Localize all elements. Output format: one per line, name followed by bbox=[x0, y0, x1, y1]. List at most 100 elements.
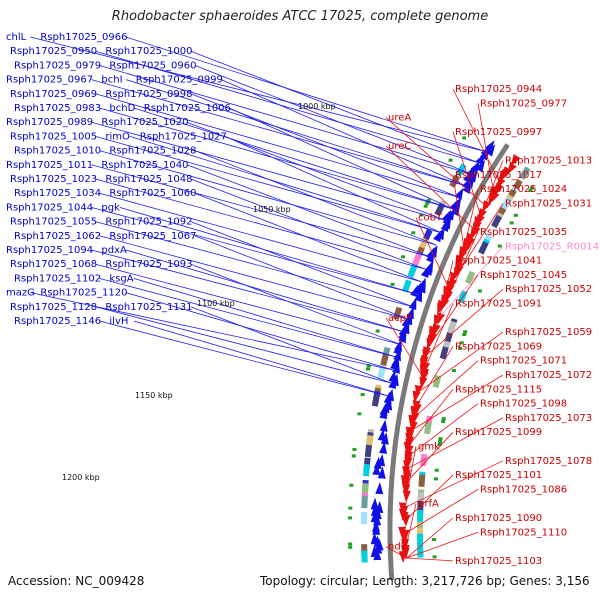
gc-marker bbox=[390, 282, 395, 286]
minus-strand-gene bbox=[437, 302, 445, 316]
leader-line bbox=[452, 174, 466, 255]
gc-marker bbox=[425, 201, 430, 205]
minus-strand-gene bbox=[402, 514, 411, 527]
gene-label-ilvh: ilvH bbox=[109, 316, 128, 327]
plus-strand-gene bbox=[388, 376, 397, 389]
gene-label-pgk: pgk bbox=[101, 202, 120, 213]
gc-marker bbox=[437, 442, 442, 446]
gene-label-rsph17025-1101: Rsph17025_1101 bbox=[455, 470, 542, 481]
leader-line bbox=[405, 489, 479, 534]
gene-label-rsph17025-1011: Rsph17025_1011 bbox=[6, 160, 93, 171]
leader-line bbox=[194, 65, 473, 175]
gene-label-rsph17025-1052: Rsph17025_1052 bbox=[505, 284, 592, 295]
leader-line bbox=[95, 50, 480, 164]
leader-line bbox=[190, 263, 401, 345]
gene-label-rsph17025-1034: Rsph17025_1034 bbox=[14, 188, 101, 199]
minus-strand-gene bbox=[398, 526, 407, 539]
feature-block bbox=[447, 320, 457, 335]
gene-label-ndk: ndk bbox=[388, 542, 407, 553]
leader-line bbox=[415, 360, 479, 417]
leader-line bbox=[119, 207, 417, 295]
accession-text: Accession: NC_009428 bbox=[8, 574, 145, 588]
feature-block bbox=[491, 214, 503, 229]
leader-line bbox=[125, 292, 395, 371]
gene-label-rsph17025-1092: Rsph17025_1092 bbox=[105, 217, 192, 228]
gc-marker bbox=[463, 330, 468, 334]
leader-line bbox=[385, 145, 477, 232]
plus-strand-gene bbox=[373, 547, 382, 561]
gene-label-rsph17025-1010: Rsph17025_1010 bbox=[14, 146, 101, 157]
feature-block bbox=[361, 496, 368, 509]
gene-label-rsph17025-1041: Rsph17025_1041 bbox=[455, 256, 542, 267]
gene-label-rsph17025-0950: Rsph17025_0950 bbox=[10, 46, 97, 57]
gene-label-bchd: bchD bbox=[109, 103, 135, 114]
gene-label-rsph17025-1017: Rsph17025_1017 bbox=[455, 170, 542, 181]
leader-line bbox=[405, 503, 417, 547]
minus-strand-gene bbox=[402, 490, 411, 503]
leader-line bbox=[129, 136, 442, 234]
gene-label-urec: ureC bbox=[388, 141, 411, 152]
gc-marker bbox=[477, 289, 482, 293]
feature-block bbox=[364, 444, 373, 458]
feature-block bbox=[417, 545, 424, 558]
leader-line bbox=[426, 303, 454, 366]
leader-line bbox=[225, 136, 442, 234]
gene-label-rsph17025-1013: Rsph17025_1013 bbox=[505, 156, 592, 167]
leader-line bbox=[194, 150, 437, 246]
gene-label-rsph17025-1094: Rsph17025_1094 bbox=[6, 245, 93, 256]
feature-block bbox=[401, 279, 412, 293]
gene-label-rsph17025-0979: Rsph17025_0979 bbox=[14, 60, 101, 71]
gene-label-rimo: rimO bbox=[105, 131, 130, 142]
leader-line bbox=[95, 93, 460, 198]
minus-strand-gene bbox=[398, 551, 407, 564]
gene-label-rsph17025-1020: Rsph17025_1020 bbox=[101, 117, 188, 128]
feature-block bbox=[407, 264, 418, 278]
gene-label-rsph17025-1067: Rsph17025_1067 bbox=[109, 231, 196, 242]
scale-label: 1100 kbp bbox=[197, 299, 235, 308]
gene-label-bchi: bchI bbox=[101, 75, 122, 86]
gene-label-rsph17025-1073: Rsph17025_1073 bbox=[505, 413, 592, 424]
gc-marker bbox=[401, 255, 406, 259]
gene-label-rsph17025-0967: Rsph17025_0967 bbox=[6, 75, 93, 86]
leader-line bbox=[91, 207, 417, 295]
leader-line bbox=[477, 103, 495, 197]
minus-strand-gene bbox=[403, 460, 412, 473]
plus-strand-gene bbox=[373, 513, 382, 526]
gene-label-rsph17025-1103: Rsph17025_1103 bbox=[455, 556, 542, 567]
feature-block bbox=[439, 346, 449, 360]
feature-block bbox=[417, 510, 424, 523]
gene-label-rsph17025-1131: Rsph17025_1131 bbox=[105, 302, 192, 313]
gc-marker bbox=[441, 420, 446, 424]
gc-marker bbox=[375, 329, 380, 333]
feature-block bbox=[478, 241, 489, 255]
gene-label-rsph17025-1035: Rsph17025_1035 bbox=[480, 227, 567, 238]
gene-label-rsph17025-1128: Rsph17025_1128 bbox=[10, 302, 97, 313]
leader-line bbox=[99, 278, 398, 358]
leader-line bbox=[385, 317, 424, 379]
feature-block bbox=[371, 393, 380, 407]
gene-label-rsph17025-1069: Rsph17025_1069 bbox=[455, 341, 542, 352]
gene-label-prfa: prfA bbox=[418, 499, 439, 510]
leader-line bbox=[417, 346, 454, 404]
leader-line bbox=[95, 221, 413, 308]
gene-label-rsph17025-0977: Rsph17025_0977 bbox=[480, 98, 567, 109]
feature-block bbox=[361, 550, 368, 563]
gc-marker bbox=[459, 341, 464, 345]
leader-line bbox=[452, 88, 502, 186]
leader-line bbox=[406, 531, 479, 559]
leader-line bbox=[91, 249, 405, 333]
gene-label-rsph17025-1000: Rsph17025_1000 bbox=[105, 46, 192, 57]
leader-line bbox=[409, 403, 479, 456]
leader-line bbox=[406, 517, 454, 559]
gc-marker bbox=[360, 393, 365, 397]
leader-line bbox=[411, 389, 454, 443]
gene-label-rsph17025-1090: Rsph17025_1090 bbox=[455, 513, 542, 524]
gc-marker bbox=[348, 545, 353, 549]
leader-line bbox=[229, 107, 454, 210]
gene-label-rsph17025-1048: Rsph17025_1048 bbox=[105, 174, 192, 185]
gc-marker bbox=[528, 188, 533, 192]
gene-label-rsph17025-1031: Rsph17025_1031 bbox=[505, 198, 592, 209]
gene-label-mazg: mazG bbox=[6, 288, 35, 299]
gene-label-cobt: cobT bbox=[418, 213, 443, 224]
plus-strand-gene bbox=[372, 522, 381, 535]
